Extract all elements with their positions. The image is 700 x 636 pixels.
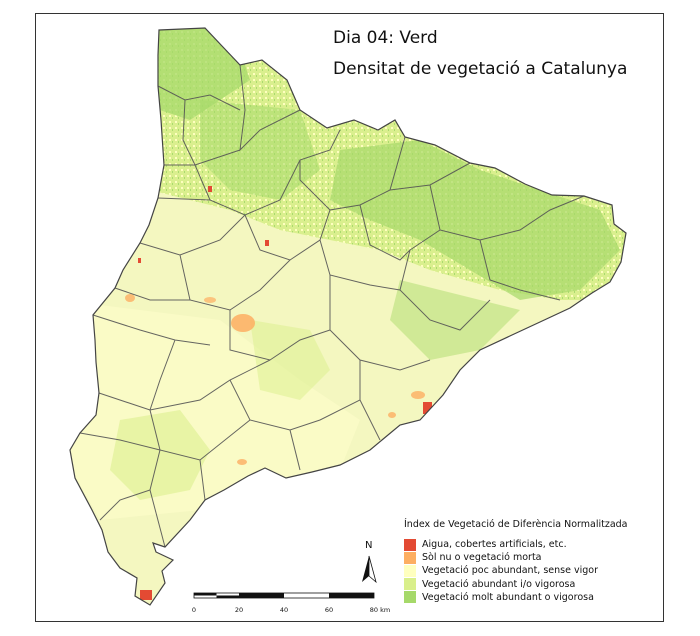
legend-swatch — [404, 551, 416, 564]
map-title-subject: Densitat de vegetació a Catalunya — [333, 59, 628, 79]
legend-label: Aigua, cobertes artificials, etc. — [422, 539, 567, 551]
scale-bar — [193, 592, 375, 599]
legend-item: Vegetació molt abundant o vigorosa — [404, 591, 654, 604]
ebro-delta-water — [140, 590, 152, 600]
scale-tick: 20 — [234, 606, 244, 614]
legend-item: Aigua, cobertes artificials, etc. — [404, 538, 654, 551]
legend-title: Índex de Vegetació de Diferència Normali… — [404, 519, 628, 530]
scale-tick: 60 — [324, 606, 334, 614]
green-patch-south — [110, 410, 210, 500]
vigorous-coast — [390, 280, 520, 360]
legend-item: Vegetació poc abundant, sense vigor — [404, 564, 654, 577]
urban-barcelona — [423, 402, 432, 414]
catalonia-outline — [69, 27, 627, 606]
very-vigorous-east — [330, 140, 620, 300]
legend: Índex de Vegetació de Diferència Normali… — [404, 519, 654, 604]
vigorous-mid — [200, 100, 320, 200]
legend-item: Sòl nu o vegetació morta — [404, 551, 654, 564]
scale-tick: 40 — [279, 606, 289, 614]
map-title-day: Dia 04: Verd — [333, 28, 438, 48]
legend-label: Sòl nu o vegetació morta — [422, 552, 542, 564]
legend-swatch — [404, 578, 416, 591]
legend-label: Vegetació abundant i/o vigorosa — [422, 578, 576, 590]
green-patch-center — [250, 320, 330, 400]
comarca-boundaries — [79, 64, 585, 548]
legend-swatch — [404, 591, 416, 604]
legend-swatch — [404, 564, 416, 577]
north-arrow-icon — [362, 555, 377, 584]
north-label: N — [365, 540, 373, 551]
legend-item: Vegetació abundant i/o vigorosa — [404, 578, 654, 591]
legend-label: Vegetació poc abundant, sense vigor — [422, 565, 598, 577]
legend-swatch — [404, 538, 416, 551]
scale-tick: 80 km — [369, 606, 391, 614]
scale-tick: 0 — [191, 606, 197, 614]
bare-soil-lleida — [231, 314, 255, 332]
legend-label: Vegetació molt abundant o vigorosa — [422, 591, 594, 603]
